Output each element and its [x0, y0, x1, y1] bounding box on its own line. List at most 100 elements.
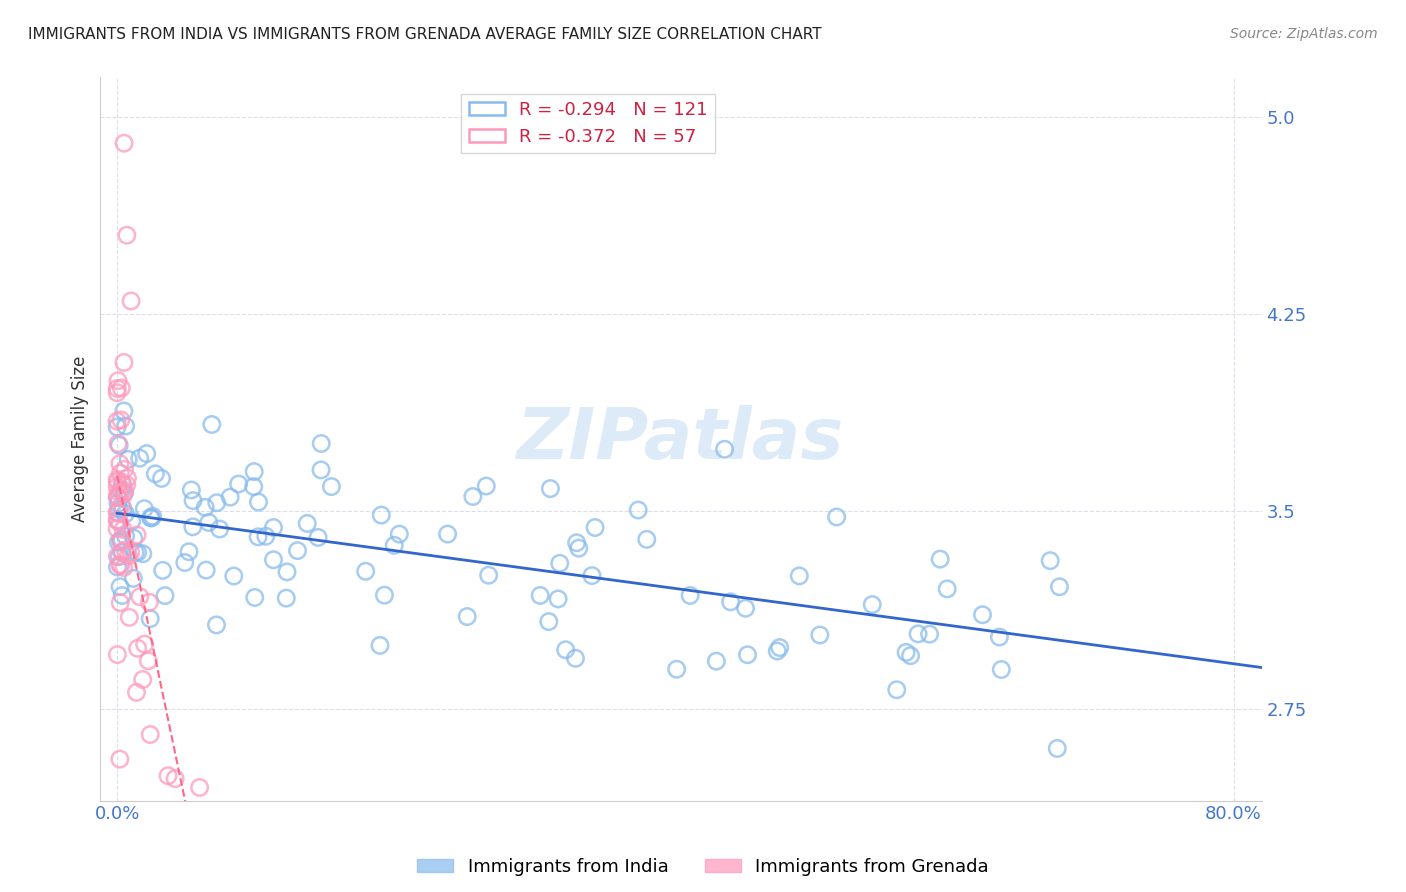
Point — [105, 382, 128, 396]
Point — [115, 228, 138, 243]
Point — [205, 496, 228, 510]
Point — [127, 641, 149, 656]
Point — [194, 500, 217, 515]
Point — [665, 662, 688, 676]
Point — [972, 607, 994, 622]
Point — [108, 438, 131, 452]
Legend: R = -0.294   N = 121, R = -0.372   N = 57: R = -0.294 N = 121, R = -0.372 N = 57 — [461, 94, 714, 153]
Text: IMMIGRANTS FROM INDIA VS IMMIGRANTS FROM GRENADA AVERAGE FAMILY SIZE CORRELATION: IMMIGRANTS FROM INDIA VS IMMIGRANTS FROM… — [28, 27, 821, 42]
Point — [808, 628, 831, 642]
Y-axis label: Average Family Size: Average Family Size — [72, 356, 89, 522]
Point — [105, 414, 128, 428]
Point — [105, 648, 128, 662]
Point — [894, 645, 917, 659]
Point — [139, 510, 162, 524]
Point — [111, 546, 134, 560]
Point — [150, 471, 173, 485]
Point — [143, 467, 166, 481]
Point — [124, 545, 146, 559]
Point — [107, 496, 129, 510]
Point — [388, 527, 411, 541]
Point — [907, 627, 929, 641]
Point — [135, 447, 157, 461]
Point — [105, 473, 128, 487]
Point — [114, 462, 136, 476]
Point — [370, 508, 392, 522]
Point — [141, 511, 163, 525]
Point — [112, 136, 135, 151]
Point — [114, 419, 136, 434]
Point — [165, 772, 187, 786]
Point — [134, 637, 156, 651]
Point — [929, 552, 952, 566]
Point — [860, 598, 883, 612]
Point — [152, 563, 174, 577]
Point — [297, 516, 319, 531]
Point — [108, 502, 131, 516]
Point — [704, 654, 727, 668]
Point — [157, 769, 180, 783]
Point — [111, 475, 134, 489]
Point — [354, 564, 377, 578]
Point — [197, 516, 219, 530]
Point — [990, 663, 1012, 677]
Point — [583, 520, 606, 534]
Point — [138, 654, 160, 668]
Point — [125, 528, 148, 542]
Point — [110, 467, 132, 481]
Point — [679, 589, 702, 603]
Point — [222, 569, 245, 583]
Point — [478, 568, 501, 582]
Point — [181, 493, 204, 508]
Point — [132, 673, 155, 687]
Point — [581, 568, 603, 582]
Point — [219, 490, 242, 504]
Point — [382, 538, 405, 552]
Point — [117, 549, 139, 563]
Point — [110, 381, 132, 395]
Point — [188, 780, 211, 795]
Point — [529, 589, 551, 603]
Point — [105, 385, 128, 400]
Point — [110, 534, 132, 549]
Point — [112, 501, 135, 516]
Point — [105, 420, 128, 434]
Point — [107, 535, 129, 549]
Point — [263, 553, 285, 567]
Point — [112, 486, 135, 500]
Point — [309, 436, 332, 450]
Point — [456, 609, 478, 624]
Point — [128, 451, 150, 466]
Point — [105, 480, 128, 494]
Point — [132, 547, 155, 561]
Point — [254, 529, 277, 543]
Point — [988, 630, 1011, 644]
Point — [243, 591, 266, 605]
Point — [568, 541, 591, 556]
Point — [538, 482, 561, 496]
Point — [138, 595, 160, 609]
Point — [111, 544, 134, 558]
Point — [105, 505, 128, 519]
Point — [107, 475, 129, 489]
Point — [936, 582, 959, 596]
Point — [114, 507, 136, 521]
Point — [825, 510, 848, 524]
Point — [627, 503, 650, 517]
Point — [118, 610, 141, 624]
Point — [107, 506, 129, 520]
Point — [112, 560, 135, 574]
Point — [110, 533, 132, 547]
Point — [105, 489, 128, 503]
Point — [307, 530, 329, 544]
Point — [114, 543, 136, 558]
Point — [918, 627, 941, 641]
Point — [120, 546, 142, 560]
Point — [547, 591, 569, 606]
Point — [105, 549, 128, 564]
Point — [112, 483, 135, 498]
Point — [127, 545, 149, 559]
Point — [713, 442, 735, 457]
Point — [787, 569, 810, 583]
Point — [110, 558, 132, 573]
